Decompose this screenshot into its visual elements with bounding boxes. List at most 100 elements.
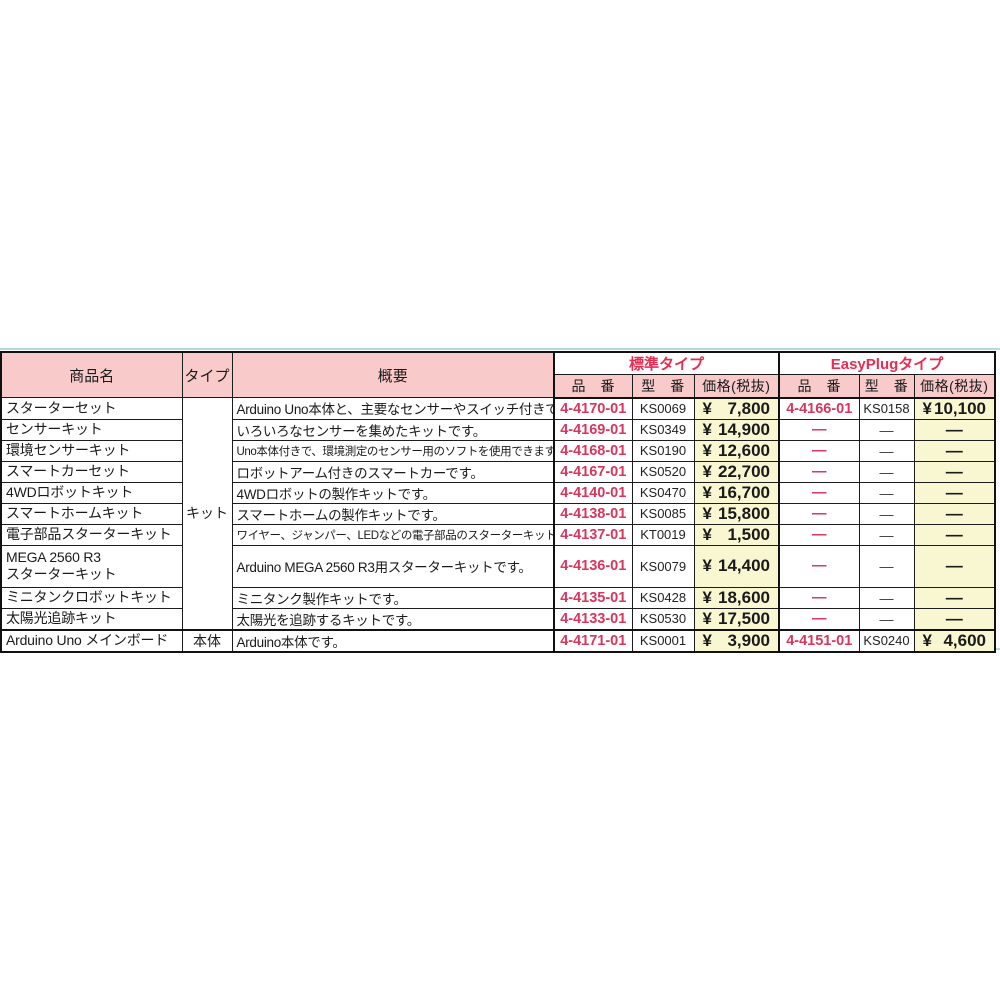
std-price-cell: ¥12,600 <box>693 439 780 462</box>
overview-cell: Arduino Uno本体と、主要なセンサーやスイッチ付きです。 <box>231 397 555 420</box>
price-amount: 12,600 <box>718 440 770 460</box>
table-row-env-sensor-kit: 環境センサーキット Uno本体付きで、環境測定のセンサー用のソフトを使用できます… <box>0 439 996 462</box>
std-model-cell: KS0530 <box>631 607 695 630</box>
ep-part-dash: — <box>778 544 860 588</box>
table-row-arduino-uno-mainboard: Arduino Uno メインボード 本体 Arduino本体です。 4-417… <box>0 628 996 652</box>
std-model-cell: KS0190 <box>631 439 695 462</box>
col-header-product: 商品名 <box>0 351 183 398</box>
std-model-cell: KS0470 <box>631 481 695 504</box>
std-price-cell: ¥18,600 <box>693 586 780 609</box>
std-model-cell: KS0085 <box>631 502 695 525</box>
ep-model-dash: — <box>858 607 915 630</box>
table-row-starter-set: スターターセット キット Arduino Uno本体と、主要なセンサーやスイッチ… <box>0 397 996 630</box>
std-part-cell: 4-4135-01 <box>553 586 633 609</box>
ep-part-dash: — <box>778 418 860 441</box>
ep-price-dash: — <box>913 460 996 483</box>
std-price-cell: ¥14,400 <box>693 544 780 588</box>
ep-price-dash: — <box>913 544 996 588</box>
std-part-cell: 4-4138-01 <box>553 502 633 525</box>
ep-part-cell: 4-4166-01 <box>778 397 860 420</box>
yen-symbol: ¥ <box>702 503 712 523</box>
yen-symbol: ¥ <box>702 482 712 502</box>
table-row-electronics-starter-kit: 電子部品スターターキット ワイヤー、ジャンパー、LEDなどの電子部品のスターター… <box>0 523 996 546</box>
col-header-ep-model: 型 番 <box>858 374 915 399</box>
product-name-line1: MEGA 2560 R3 <box>6 548 101 565</box>
ep-model-dash: — <box>858 502 915 525</box>
product-name-cell: Arduino Uno メインボード <box>0 628 183 652</box>
group-header-row: 商品名 タイプ 概要 標準タイプ EasyPlugタイプ <box>0 351 996 398</box>
std-part-cell: 4-4167-01 <box>553 460 633 483</box>
overview-cell: ワイヤー、ジャンパー、LEDなどの電子部品のスターターキットです。 <box>231 523 555 546</box>
price-amount: 3,900 <box>727 630 770 650</box>
group-header-easyplug: EasyPlugタイプ <box>777 351 996 375</box>
std-model-cell: KT0019 <box>631 523 695 546</box>
ep-price-dash: — <box>913 502 996 525</box>
price-amount: 17,500 <box>718 608 770 628</box>
yen-symbol: ¥ <box>702 630 712 650</box>
price-amount: 18,600 <box>718 587 770 607</box>
product-name-cell: MEGA 2560 R3 スターターキット <box>0 544 183 588</box>
table-row-solar-tracking-kit: 太陽光追跡キット 太陽光を追跡するキットです。 4-4133-01 KS0530… <box>0 607 996 630</box>
ep-price-dash: — <box>913 523 996 546</box>
price-amount: 4,600 <box>943 630 987 650</box>
std-price-cell: ¥14,900 <box>693 418 780 441</box>
ep-price-dash: — <box>913 418 996 441</box>
sub-header-row: 品 番 型 番 価格(税抜) 品 番 型 番 価格(税抜) <box>1 374 996 399</box>
price-amount: 1,500 <box>727 524 770 544</box>
product-name-cell: スマートホームキット <box>0 502 183 525</box>
product-name-cell: 太陽光追跡キット <box>0 607 183 630</box>
yen-symbol: ¥ <box>922 630 932 650</box>
std-price-cell: ¥7,800 <box>693 397 780 420</box>
ep-model-dash: — <box>858 481 915 504</box>
std-part-cell: 4-4133-01 <box>553 607 633 630</box>
col-header-std-model: 型 番 <box>631 374 695 399</box>
product-name-cell: 電子部品スターターキット <box>0 523 183 546</box>
ep-model-dash: — <box>858 523 915 546</box>
type-cell-kit: キット <box>181 397 233 630</box>
ep-model-dash: — <box>858 544 915 588</box>
price-amount: 14,900 <box>718 419 770 439</box>
col-header-type: タイプ <box>181 351 233 398</box>
col-header-ep-part: 品 番 <box>778 374 860 399</box>
col-header-ep-price: 価格(税抜) <box>913 374 996 399</box>
ep-price-dash: — <box>913 586 996 609</box>
yen-symbol: ¥ <box>702 556 712 575</box>
overview-cell: ミニタンク製作キットです。 <box>231 586 555 609</box>
yen-symbol: ¥ <box>702 608 712 628</box>
std-model-cell: KS0069 <box>631 397 695 420</box>
std-price-cell: ¥15,800 <box>693 502 780 525</box>
overview-cell: ロボットアーム付きのスマートカーです。 <box>231 460 555 483</box>
yen-symbol: ¥ <box>702 461 712 481</box>
product-name-cell: スマートカーセット <box>0 460 183 483</box>
table-row-mega2560-starter-kit: MEGA 2560 R3 スターターキット Arduino MEGA 2560 R… <box>0 544 996 588</box>
col-header-overview: 概要 <box>231 351 555 398</box>
table-row-4wd-robot-kit: 4WDロボットキット 4WDロボットの製作キットです。 4-4140-01 KS… <box>0 481 996 504</box>
ep-part-dash: — <box>778 460 860 483</box>
overview-cell: Arduino MEGA 2560 R3用スターターキットです。 <box>231 544 555 588</box>
yen-symbol: ¥ <box>702 398 712 418</box>
std-part-cell: 4-4168-01 <box>553 439 633 462</box>
price-amount: 22,700 <box>718 461 770 481</box>
overview-cell: 太陽光を追跡するキットです。 <box>231 607 555 630</box>
ep-model-dash: — <box>858 418 915 441</box>
std-part-cell: 4-4170-01 <box>553 397 633 420</box>
std-model-cell: KS0349 <box>631 418 695 441</box>
group-header-standard: 標準タイプ <box>553 351 780 375</box>
std-model-cell: KS0428 <box>631 586 695 609</box>
table-row-sensor-kit: センサーキット いろいろなセンサーを集めたキットです。 4-4169-01 KS… <box>0 418 996 441</box>
product-name-cell: スターターセット <box>0 397 183 420</box>
yen-symbol: ¥ <box>702 587 712 607</box>
std-price-cell: ¥1,500 <box>693 523 780 546</box>
overview-cell: Uno本体付きで、環境測定のセンサー用のソフトを使用できます。 <box>231 439 555 462</box>
ep-part-dash: — <box>778 502 860 525</box>
ep-part-dash: — <box>778 523 860 546</box>
std-part-cell: 4-4140-01 <box>553 481 633 504</box>
table-row-smart-car-set: スマートカーセット ロボットアーム付きのスマートカーです。 4-4167-01 … <box>0 460 996 483</box>
std-price-cell: ¥3,900 <box>693 628 780 652</box>
type-cell-main-unit: 本体 <box>181 628 233 652</box>
std-model-cell: KS0001 <box>631 628 695 652</box>
std-model-cell: KS0079 <box>631 544 695 588</box>
col-header-std-part: 品 番 <box>553 374 633 399</box>
std-part-cell: 4-4169-01 <box>553 418 633 441</box>
std-price-cell: ¥16,700 <box>693 481 780 504</box>
